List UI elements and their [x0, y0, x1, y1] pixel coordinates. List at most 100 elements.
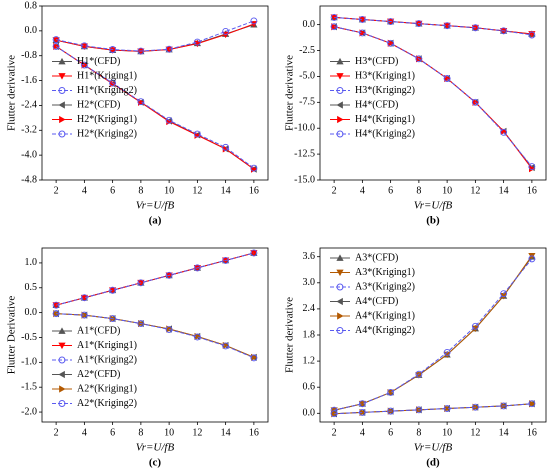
series-line — [334, 26, 533, 169]
y-axis-label: Flutter derivative — [284, 297, 296, 373]
marker — [336, 283, 344, 291]
marker — [358, 29, 366, 37]
series-line — [334, 26, 533, 167]
marker — [528, 163, 536, 170]
y-tick-label: -0.8 — [21, 50, 37, 61]
y-tick-label: -4.8 — [21, 174, 37, 185]
x-tick-label: 8 — [138, 427, 143, 438]
marker — [330, 410, 338, 418]
marker — [336, 57, 344, 65]
legend-label: A4*(CFD) — [355, 296, 398, 307]
marker — [337, 312, 344, 320]
marker — [471, 403, 479, 411]
y-tick-label: 1.8 — [303, 329, 316, 340]
y-tick-label: -3.2 — [21, 125, 37, 136]
marker — [336, 269, 344, 277]
marker — [528, 400, 536, 408]
x-tick-label: 2 — [332, 427, 337, 438]
legend-label: A3*(Kriging2) — [355, 281, 415, 292]
marker — [528, 400, 536, 408]
y-axis-label: Flutter Derivative — [6, 296, 18, 375]
x-tick-label: 10 — [442, 185, 452, 196]
marker — [165, 326, 173, 333]
marker — [52, 310, 60, 318]
series-line — [55, 45, 255, 169]
series-line — [56, 313, 255, 359]
x-tick-label: 12 — [470, 185, 480, 196]
marker — [52, 36, 60, 44]
marker — [443, 22, 451, 30]
marker — [387, 407, 395, 415]
marker — [193, 38, 201, 46]
y-tick-label: 0.0 — [303, 408, 316, 419]
marker — [330, 13, 338, 21]
x-tick-label: 8 — [138, 185, 143, 196]
caption: (d) — [426, 457, 440, 469]
marker — [443, 22, 451, 30]
marker — [250, 353, 258, 361]
marker — [81, 61, 88, 69]
marker — [337, 115, 344, 124]
marker — [165, 271, 173, 279]
marker — [415, 20, 423, 28]
x-tick-label: 4 — [360, 427, 365, 438]
marker — [109, 79, 117, 87]
marker — [222, 342, 230, 350]
x-tick-label: 12 — [192, 185, 202, 196]
y-tick-label: 0.0 — [25, 25, 38, 36]
legend-label: A2*(CFD) — [77, 369, 120, 380]
x-tick-label: 2 — [332, 185, 337, 196]
marker — [58, 101, 65, 109]
legend-label: H2*(CFD) — [77, 99, 120, 110]
caption: (a) — [149, 215, 162, 227]
marker — [165, 45, 173, 53]
marker — [500, 290, 508, 298]
marker — [250, 21, 258, 28]
x-tick-label: 12 — [192, 427, 202, 438]
marker — [137, 279, 145, 287]
marker — [58, 400, 66, 407]
marker — [415, 370, 423, 378]
marker — [222, 31, 230, 39]
marker — [222, 143, 230, 151]
series-line — [56, 20, 255, 52]
marker — [415, 372, 423, 379]
legend-label: A3*(Kriging1) — [355, 267, 415, 278]
x-tick-label: 6 — [110, 185, 115, 196]
marker — [58, 73, 66, 80]
y-tick-label: 1.0 — [25, 257, 38, 268]
marker — [80, 42, 88, 50]
y-tick-label: -7.5 — [299, 97, 315, 108]
plot-frame — [41, 247, 269, 423]
marker — [336, 254, 344, 261]
legend-label: A2*(Kriging1) — [77, 383, 137, 394]
marker — [330, 23, 338, 31]
y-tick-label: 0.0 — [25, 307, 38, 318]
series-line — [55, 252, 255, 306]
y-tick-label: 3.0 — [303, 277, 316, 288]
marker — [336, 73, 344, 80]
x-tick-label: 4 — [82, 185, 87, 196]
marker — [52, 301, 60, 309]
marker — [222, 145, 230, 153]
legend-label: H3*(Kriging1) — [355, 70, 415, 81]
y-tick-label: 2.4 — [303, 303, 316, 314]
legend-label: A1*(Kriging2) — [77, 354, 137, 365]
marker — [58, 342, 66, 350]
x-axis-label: Vr=U/fB — [136, 442, 175, 454]
marker — [194, 332, 201, 341]
marker — [193, 333, 201, 341]
marker — [336, 297, 343, 306]
marker — [415, 55, 423, 63]
marker — [58, 327, 66, 334]
y-tick-label: 0.6 — [303, 381, 316, 392]
x-tick-label: 8 — [416, 185, 421, 196]
y-axis-label: Flutter derivative — [284, 55, 296, 131]
y-tick-label: 0.5 — [25, 282, 38, 293]
marker — [250, 354, 258, 362]
marker — [193, 130, 201, 138]
plot-frame — [319, 5, 547, 181]
marker — [52, 42, 60, 50]
marker — [500, 27, 508, 35]
y-tick-label: -2.5 — [299, 45, 315, 56]
